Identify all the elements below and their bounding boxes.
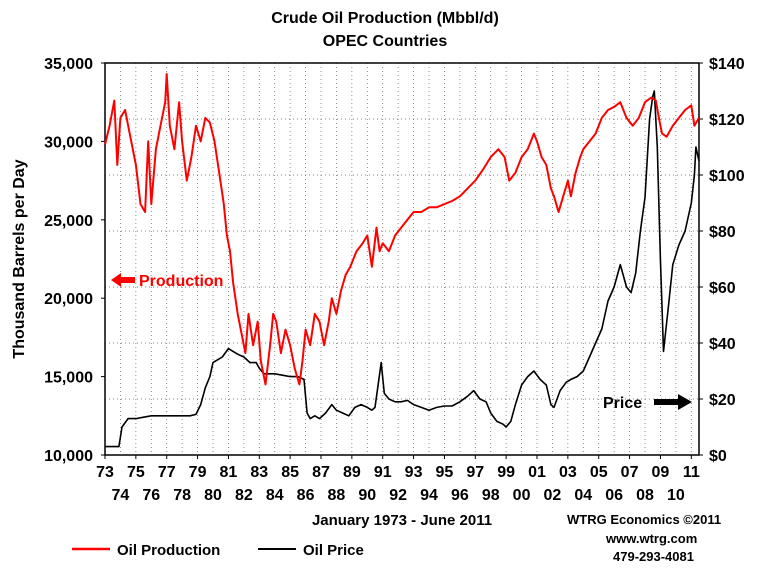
x-tick-label-top: 07 [621,464,639,481]
chart-title: Crude Oil Production (Mbbl/d) [271,10,499,27]
y-right-tick-label: $80 [709,224,736,241]
price-annotation: Price [603,394,692,412]
x-tick-label-top: 75 [127,464,145,481]
y-right-ticks: $140 $120 $100 $80 $60 $40 $20 $0 [699,56,745,465]
price-annotation-label: Price [603,395,642,412]
x-tick-label-top: 97 [466,464,484,481]
oil-production-line [104,73,700,386]
credit-source: WTRG Economics ©2011 [567,512,722,527]
y-left-tick-label: 25,000 [44,213,93,230]
y-left-tick-label: 10,000 [44,448,93,465]
credit-phone: 479-293-4081 [613,549,694,564]
x-tick-label-bottom: 82 [235,487,253,504]
legend-label-production: Oil Production [117,542,220,559]
legend: Oil Production Oil Price [72,542,364,559]
plot-frame [104,62,700,456]
x-tick-label-bottom: 90 [358,487,376,504]
x-tick-label-bottom: 80 [204,487,222,504]
x-tick-label-bottom: 00 [513,487,531,504]
x-tick-label-bottom: 96 [451,487,469,504]
x-tick-label-top: 03 [559,464,577,481]
y-right-tick-label: $20 [709,392,736,409]
x-tick-label-bottom: 06 [605,487,623,504]
credit-website: www.wtrg.com [606,531,698,546]
x-tick-label-top: 95 [436,464,454,481]
x-tick-label-bottom: 98 [482,487,500,504]
x-tick-label-top: 01 [528,464,546,481]
x-tick-label-bottom: 78 [173,487,191,504]
x-tick-label-top: 93 [405,464,423,481]
x-tick-label-bottom: 10 [667,487,685,504]
y-left-tick-label: 35,000 [44,56,93,73]
x-tick-label-bottom: 04 [574,487,592,504]
x-tick-label-bottom: 86 [297,487,315,504]
left-arrow-icon [111,273,135,287]
x-ticks-bottom-row: 74 76 78 80 82 84 86 88 90 92 94 96 98 00 02 04 06 08 10 [112,487,685,504]
grid [105,63,699,455]
legend-label-price: Oil Price [303,542,364,559]
y-right-tick-label: $60 [709,280,736,297]
x-ticks-top-row: 73 75 77 79 81 83 85 87 89 91 93 95 97 99 01 03 05 07 09 11 [96,455,700,481]
x-tick-label-top: 99 [497,464,515,481]
y-left-tick-label: 20,000 [44,291,93,308]
x-tick-label-top: 77 [158,464,176,481]
x-tick-label-bottom: 02 [544,487,562,504]
x-tick-label-top: 89 [343,464,361,481]
x-tick-label-bottom: 74 [112,487,130,504]
chart-subtitle: OPEC Countries [323,33,448,50]
x-tick-label-bottom: 94 [420,487,438,504]
y-right-tick-label: $40 [709,336,736,353]
x-axis-label: January 1973 - June 2011 [312,512,492,529]
y-right-tick-label: $140 [709,56,745,73]
x-tick-label-top: 05 [590,464,608,481]
x-tick-label-top: 83 [250,464,268,481]
y-right-tick-label: $120 [709,112,745,129]
y-right-tick-label: $100 [709,168,745,185]
right-arrow-icon [654,394,692,410]
x-tick-label-top: 73 [96,464,114,481]
x-tick-label-top: 11 [683,464,700,481]
x-tick-label-top: 85 [281,464,299,481]
x-tick-label-top: 81 [220,464,238,481]
x-tick-label-bottom: 84 [266,487,284,504]
y-left-tick-label: 15,000 [44,370,93,387]
y-right-tick-label: $0 [709,448,727,465]
production-annotation-label: Production [139,273,223,290]
x-tick-label-bottom: 08 [636,487,654,504]
x-tick-label-top: 09 [652,464,670,481]
y-left-ticks: 35,000 30,000 25,000 20,000 15,000 10,000 [44,56,105,465]
x-tick-label-bottom: 76 [142,487,160,504]
y-axis-label: Thousand Barrels per Day [11,159,28,358]
x-tick-label-top: 91 [374,464,392,481]
x-tick-label-top: 79 [189,464,207,481]
y-left-tick-label: 30,000 [44,134,93,151]
x-tick-label-top: 87 [312,464,330,481]
x-tick-label-bottom: 92 [389,487,407,504]
x-tick-label-bottom: 88 [328,487,346,504]
production-annotation: Production [111,273,223,290]
oil-price-line [105,90,700,448]
